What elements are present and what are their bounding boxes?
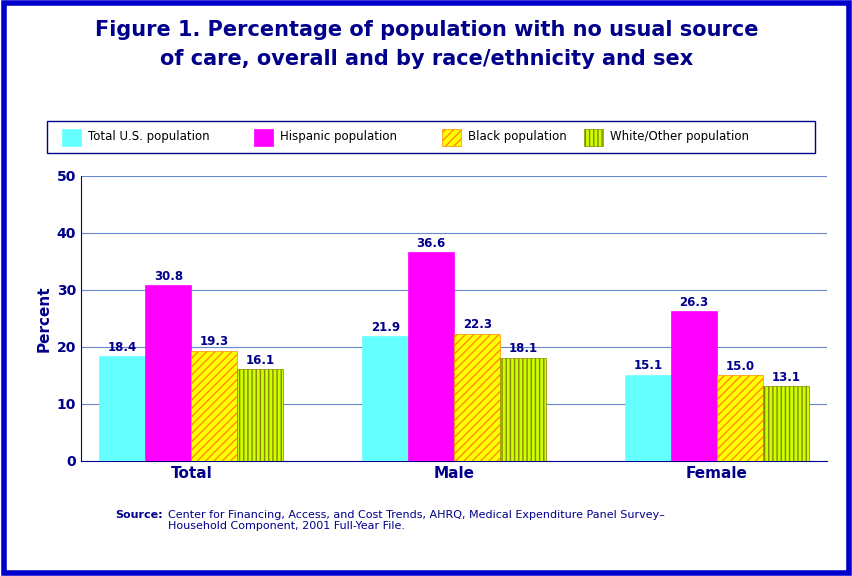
Text: White/Other population: White/Other population bbox=[609, 130, 748, 143]
Text: 26.3: 26.3 bbox=[679, 295, 708, 309]
Bar bbox=[191, 351, 237, 461]
Bar bbox=[763, 386, 808, 461]
Text: 15.1: 15.1 bbox=[633, 359, 662, 373]
Text: Center for Financing, Access, and Cost Trends, AHRQ, Medical Expenditure Panel S: Center for Financing, Access, and Cost T… bbox=[168, 510, 665, 531]
Bar bbox=[499, 358, 545, 461]
Bar bbox=[362, 336, 408, 461]
Text: 18.4: 18.4 bbox=[107, 340, 137, 354]
Bar bbox=[145, 285, 191, 461]
Bar bbox=[671, 311, 717, 461]
Text: 19.3: 19.3 bbox=[199, 335, 228, 348]
Text: 36.6: 36.6 bbox=[416, 237, 446, 250]
Y-axis label: Percent: Percent bbox=[36, 285, 51, 351]
Text: Hispanic population: Hispanic population bbox=[279, 130, 396, 143]
FancyBboxPatch shape bbox=[441, 129, 461, 146]
Text: 16.1: 16.1 bbox=[245, 354, 274, 367]
Text: Black population: Black population bbox=[467, 130, 566, 143]
FancyBboxPatch shape bbox=[47, 121, 814, 153]
Text: 15.0: 15.0 bbox=[724, 360, 754, 373]
Bar bbox=[453, 334, 499, 461]
Text: of care, overall and by race/ethnicity and sex: of care, overall and by race/ethnicity a… bbox=[159, 49, 693, 69]
FancyBboxPatch shape bbox=[254, 129, 273, 146]
Text: Source:: Source: bbox=[115, 510, 163, 520]
Text: Figure 1. Percentage of population with no usual source: Figure 1. Percentage of population with … bbox=[95, 20, 757, 40]
Bar bbox=[625, 375, 671, 461]
Bar bbox=[237, 369, 283, 461]
Text: 21.9: 21.9 bbox=[371, 321, 400, 334]
Bar bbox=[408, 252, 453, 461]
Text: 13.1: 13.1 bbox=[770, 371, 799, 384]
Bar bbox=[100, 356, 145, 461]
FancyBboxPatch shape bbox=[62, 129, 82, 146]
Text: 30.8: 30.8 bbox=[153, 270, 183, 283]
Bar bbox=[717, 376, 763, 461]
FancyBboxPatch shape bbox=[584, 129, 603, 146]
Text: Total U.S. population: Total U.S. population bbox=[88, 130, 209, 143]
Text: 22.3: 22.3 bbox=[462, 319, 491, 331]
Text: 18.1: 18.1 bbox=[508, 342, 537, 355]
